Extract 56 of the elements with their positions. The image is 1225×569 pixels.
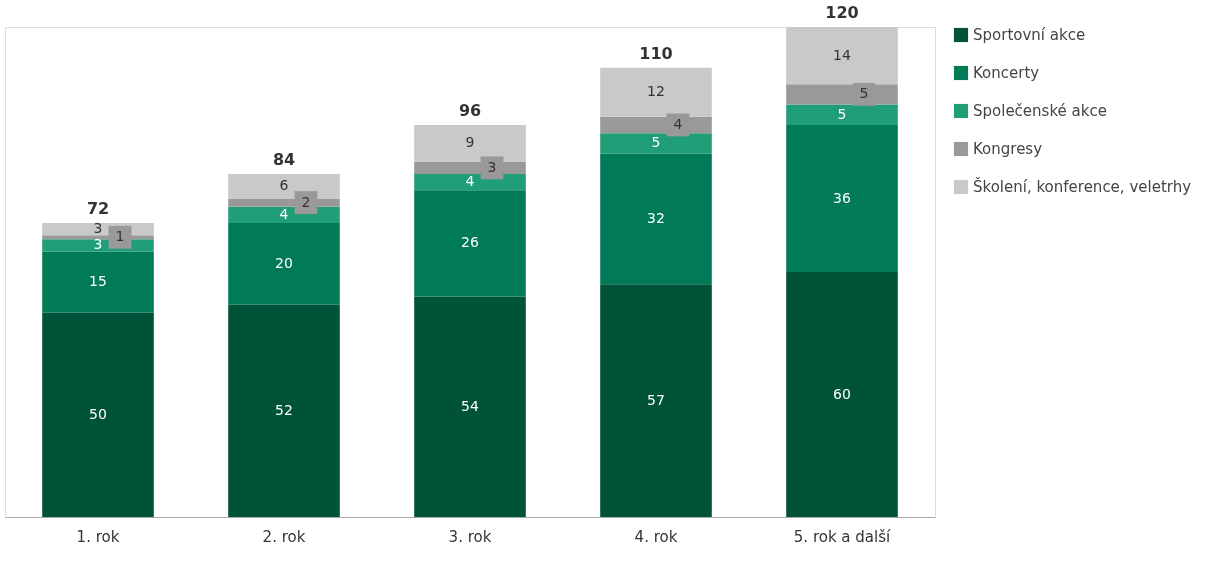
x-tick-label: 1. rok (76, 527, 120, 546)
bar (228, 174, 340, 199)
bar (600, 153, 712, 285)
legend-label: Školení, konference, veletrhy (973, 177, 1192, 196)
data-label: 3 (93, 220, 103, 237)
bar (786, 104, 898, 125)
bar (786, 125, 898, 272)
data-label: 14 (833, 46, 851, 63)
data-label: 50 (89, 405, 107, 422)
data-label: 4 (465, 173, 475, 190)
total-label: 84 (272, 150, 296, 169)
bar (228, 223, 340, 305)
data-label: 3 (487, 158, 497, 175)
data-label: 20 (275, 254, 293, 271)
total-label: 110 (639, 43, 673, 63)
data-label: 5 (837, 105, 847, 122)
bar (414, 190, 526, 297)
data-label: 5 (651, 134, 661, 151)
total-label: 72 (86, 199, 110, 218)
legend-label: Sportovní akce (973, 26, 1086, 44)
bar (786, 272, 898, 517)
total-label: 120 (825, 3, 859, 22)
bar (42, 312, 154, 517)
bar (414, 296, 526, 517)
data-label: 2 (301, 193, 311, 210)
bar (228, 304, 340, 517)
data-label: 60 (833, 385, 851, 402)
legend-label: Kongresy (973, 140, 1043, 158)
legend-label: Koncerty (973, 64, 1040, 82)
data-label: 4 (673, 116, 683, 132)
bar (600, 133, 712, 154)
data-label: 5 (859, 85, 869, 102)
data-label: 1 (115, 228, 125, 245)
data-label: 3 (93, 236, 103, 253)
bar (786, 27, 898, 85)
data-label: 36 (833, 189, 851, 206)
data-label: 12 (647, 83, 665, 100)
bar (42, 251, 154, 313)
data-label: 54 (461, 397, 479, 414)
x-tick-label: 5. rok a další (793, 527, 892, 546)
data-label: 4 (279, 205, 289, 222)
x-tick-label: 2. rok (262, 527, 306, 546)
bar (600, 284, 712, 517)
data-label: 52 (275, 401, 293, 418)
data-label: 15 (89, 273, 107, 290)
data-label: 32 (647, 209, 665, 226)
data-label: 6 (279, 177, 289, 194)
data-label: 26 (461, 234, 479, 251)
x-tick-label: 3. rok (448, 527, 492, 546)
data-label: 9 (465, 134, 475, 151)
x-tick-label: 4. rok (634, 527, 678, 546)
total-label: 96 (458, 101, 482, 120)
bar (600, 67, 712, 117)
bar (414, 125, 526, 162)
data-label: 57 (647, 391, 665, 408)
legend-label: Společenské akce (973, 102, 1107, 120)
